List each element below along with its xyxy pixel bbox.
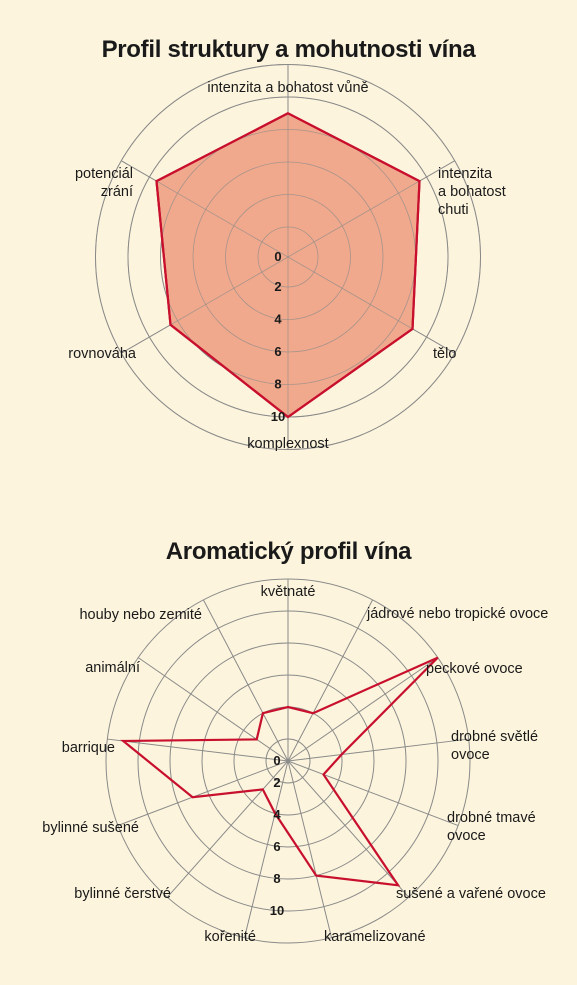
axis-label-line: drobné světlé bbox=[451, 729, 538, 745]
tick-label: 10 bbox=[271, 409, 285, 424]
tick-label: 6 bbox=[273, 839, 280, 854]
axis-label: rovnováha bbox=[68, 346, 137, 362]
axis-label-line: intenzita a bohatost vůně bbox=[207, 80, 368, 96]
grid-spoke bbox=[243, 760, 289, 938]
axis-label: květnaté bbox=[261, 584, 316, 600]
axis-label-line: drobné tmavé bbox=[447, 810, 536, 826]
axis-label: intenzita a bohatost vůně bbox=[207, 80, 368, 96]
axis-label-line: komplexnost bbox=[247, 436, 328, 452]
axis-label-line: karamelizované bbox=[324, 929, 426, 945]
axis-label-line: rovnováha bbox=[68, 346, 137, 362]
grid-spoke bbox=[117, 760, 289, 827]
axis-label-line: animální bbox=[85, 660, 140, 676]
chart-title-aroma: Aromatický profil vína bbox=[165, 538, 412, 565]
grid-spoke-overlay bbox=[287, 256, 455, 354]
axis-label-line: sušené a vařené ovoce bbox=[396, 886, 546, 902]
tick-label: 0 bbox=[274, 249, 281, 264]
tick-label: 2 bbox=[273, 775, 280, 790]
axis-label-line: barrique bbox=[62, 740, 115, 756]
tick-label: 0 bbox=[273, 753, 280, 768]
grid-spoke bbox=[287, 760, 459, 827]
axis-label-line: intenzita bbox=[438, 166, 493, 182]
axis-label: drobné tmavé ovoce bbox=[447, 810, 536, 844]
axis-label-line: a bohatost bbox=[438, 184, 506, 200]
series-outline bbox=[155, 112, 421, 419]
grid-spoke-overlay bbox=[121, 256, 289, 354]
axis-label-line: bylinné čerstvé bbox=[74, 886, 171, 902]
grid-spoke bbox=[287, 599, 374, 762]
axis-label: jádrové nebo tropické ovoce bbox=[366, 606, 548, 622]
grid-spoke bbox=[287, 760, 410, 898]
axis-label-line: jádrové nebo tropické ovoce bbox=[366, 606, 548, 622]
tick-label: 8 bbox=[274, 377, 281, 392]
axis-label: bylinné sušené bbox=[42, 820, 139, 836]
chart-title-structure: Profil struktury a mohutnosti vína bbox=[101, 36, 476, 63]
tick-label: 4 bbox=[273, 807, 281, 822]
axis-label: drobné světlé ovoce bbox=[451, 729, 538, 763]
axis-label: barrique bbox=[62, 740, 115, 756]
axis-label-line: ovoce bbox=[447, 828, 486, 844]
axis-label-line: houby nebo zemité bbox=[79, 607, 202, 623]
grid-spoke-overlay bbox=[121, 160, 289, 258]
axis-label-line: květnaté bbox=[261, 584, 316, 600]
grid-spoke bbox=[287, 760, 333, 938]
axis-label-line: potenciál bbox=[75, 166, 133, 182]
grid-spoke bbox=[107, 738, 289, 762]
axis-label-line: bylinné sušené bbox=[42, 820, 139, 836]
axis-label-line: zrání bbox=[101, 184, 133, 200]
axis-label: intenzita a bohatost chuti bbox=[438, 166, 506, 218]
grid-spoke bbox=[137, 657, 289, 762]
axis-label-line: peckové ovoce bbox=[426, 661, 523, 677]
axis-label-line: tělo bbox=[433, 346, 456, 362]
axis-label: peckové ovoce bbox=[426, 661, 523, 677]
axis-label: tělo bbox=[433, 346, 456, 362]
tick-label: 2 bbox=[274, 279, 281, 294]
axis-label: sušené a vařené ovoce bbox=[396, 886, 546, 902]
grid-spoke bbox=[202, 599, 289, 762]
grid-spoke bbox=[166, 760, 289, 898]
tick-label: 6 bbox=[274, 344, 281, 359]
series-polygon bbox=[120, 656, 439, 887]
grid-spoke bbox=[287, 738, 469, 762]
axis-label: houby nebo zemité bbox=[79, 607, 202, 623]
axis-label: potenciál zrání bbox=[75, 166, 133, 200]
tick-label: 4 bbox=[274, 312, 282, 327]
axis-label-line: kořenité bbox=[204, 929, 256, 945]
axis-label: animální bbox=[85, 660, 140, 676]
axis-label: bylinné čerstvé bbox=[74, 886, 171, 902]
grid-spoke-overlay bbox=[287, 160, 455, 258]
axis-label-line: chuti bbox=[438, 202, 469, 218]
axis-label: karamelizované bbox=[324, 929, 426, 945]
grid-spoke bbox=[287, 657, 439, 762]
axis-label-line: ovoce bbox=[451, 747, 490, 763]
axis-label: kořenité bbox=[204, 929, 256, 945]
tick-label: 8 bbox=[273, 871, 280, 886]
axis-label: komplexnost bbox=[247, 436, 328, 452]
tick-label: 10 bbox=[270, 903, 284, 918]
